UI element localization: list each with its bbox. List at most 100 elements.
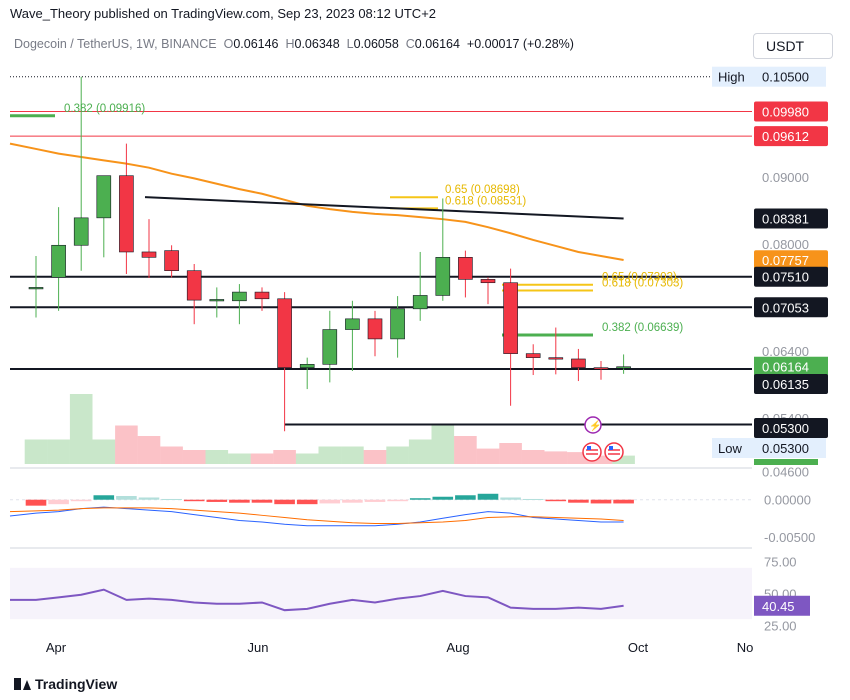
lightning-event-icon: [584, 416, 602, 434]
symbol-name[interactable]: Dogecoin / TetherUS, 1W, BINANCE: [14, 37, 217, 51]
macd-histogram-bar: [25, 499, 47, 506]
macd-histogram-bar: [364, 499, 386, 502]
macd-histogram-bar: [500, 497, 521, 500]
macd-histogram-bar: [477, 493, 499, 500]
us-flag-event-icon: [582, 442, 602, 462]
macd-tick-0: 0.00000: [764, 493, 811, 508]
macd-histogram-bar: [342, 499, 363, 503]
macd-histogram-bar: [296, 499, 318, 505]
price-tag-0.06135: 0.06135: [754, 374, 828, 394]
candle: [299, 357, 315, 390]
candle: [28, 255, 44, 318]
volume-bar: [521, 450, 545, 464]
candle: [345, 300, 360, 372]
candle: [186, 264, 202, 325]
candles: [28, 76, 631, 432]
candle: [254, 287, 270, 311]
change-value: +0.00017 (+0.28%): [466, 37, 574, 51]
price-tag-box: [754, 126, 828, 147]
lightning-glyph: ⚡: [589, 419, 601, 432]
volume-bar: [273, 450, 296, 464]
volume-bar: [250, 453, 274, 464]
price-tag-box: [754, 418, 828, 438]
candle-body: [593, 367, 609, 370]
currency-button[interactable]: USDT: [753, 33, 833, 59]
candle-body: [73, 217, 89, 246]
rsi-tick-0: 75.00: [764, 554, 797, 569]
price-tag-box: [754, 250, 828, 271]
macd-panel: 0.00000 -0.00500: [9, 493, 815, 545]
macd-tick-1: -0.00500: [764, 530, 815, 545]
price-tag-0.05300: Low 0.05300: [712, 438, 826, 458]
candle: [367, 310, 383, 357]
candle-body: [458, 257, 473, 280]
price-tag-value: 0.05300: [762, 441, 809, 456]
candle: [277, 292, 292, 432]
volume-bar: [567, 452, 590, 464]
volume-bar: [228, 453, 251, 464]
macd-histogram-bar: [206, 499, 228, 502]
macd-histogram-bar: [251, 499, 273, 503]
price-tick-0: 0.09000: [762, 170, 809, 185]
volume-bar: [69, 394, 93, 464]
candle-body: [390, 308, 405, 340]
symbol-legend: Dogecoin / TetherUS, 1W, BINANCE O0.0614…: [14, 37, 574, 51]
candle: [96, 175, 112, 258]
candle-body: [119, 175, 134, 253]
price-tag-0.07053: 0.07053: [754, 297, 828, 318]
candle-body: [548, 357, 564, 360]
volume-bar: [386, 446, 409, 464]
open-label: O: [223, 37, 234, 51]
candle-body: [299, 364, 315, 368]
low-tag-strip: [754, 459, 818, 465]
rsi-band: [10, 567, 752, 620]
candle: [458, 250, 473, 298]
rsi-current-value: 40.45: [762, 599, 795, 614]
candle-body: [345, 318, 360, 330]
price-tag-value: 0.08381: [762, 211, 809, 226]
x-tick-Aug: Aug: [446, 640, 469, 655]
candle-body: [209, 299, 225, 302]
candle: [390, 296, 405, 358]
price-tag-label: Low: [718, 441, 742, 456]
volume-bar: [589, 455, 613, 464]
price-tick-1: 0.08000: [762, 237, 809, 252]
price-tag-value: 0.09980: [762, 105, 809, 120]
candle-body: [367, 318, 383, 340]
macd-histogram-bar: [545, 499, 567, 502]
volume-bar: [205, 450, 229, 464]
low-value: 0.06058: [353, 37, 399, 51]
candle-body: [571, 358, 586, 368]
price-tag-value: 0.06164: [762, 360, 809, 375]
macd-histogram-bar: [568, 499, 589, 503]
macd-histogram-bar: [319, 499, 341, 504]
candle-body: [164, 250, 179, 271]
macd-histogram-bar: [522, 498, 544, 500]
macd-histogram-bar: [613, 499, 634, 504]
macd-histogram-bar: [387, 499, 408, 502]
macd-histogram-bar: [455, 495, 476, 500]
volume-bar: [92, 439, 116, 464]
candle: [593, 360, 609, 380]
price-tag-box: [754, 208, 828, 229]
x-tick-No: No: [737, 640, 754, 655]
candle: [51, 207, 66, 311]
open-value: 0.06146: [233, 37, 279, 51]
price-tag-label-box: [712, 438, 756, 458]
price-tag-0.10500: High 0.10500: [712, 66, 826, 87]
price-tag-box: [756, 438, 826, 458]
candle-body: [141, 251, 157, 258]
x-tick-Jun: Jun: [248, 640, 269, 655]
volume-bar: [318, 446, 342, 464]
flag-canton: [587, 446, 591, 450]
candle: [73, 76, 89, 271]
sma-line: [144, 196, 624, 220]
rsi-tick-2: 25.00: [764, 619, 797, 634]
x-tick-Apr: Apr: [46, 640, 67, 655]
price-tags: High 0.105000.099800.096120.083810.077570…: [712, 66, 828, 458]
volume-bar: [363, 450, 387, 464]
close-value: 0.06164: [414, 37, 460, 51]
price-tag-label: High: [718, 70, 745, 85]
candle-body: [254, 291, 270, 300]
